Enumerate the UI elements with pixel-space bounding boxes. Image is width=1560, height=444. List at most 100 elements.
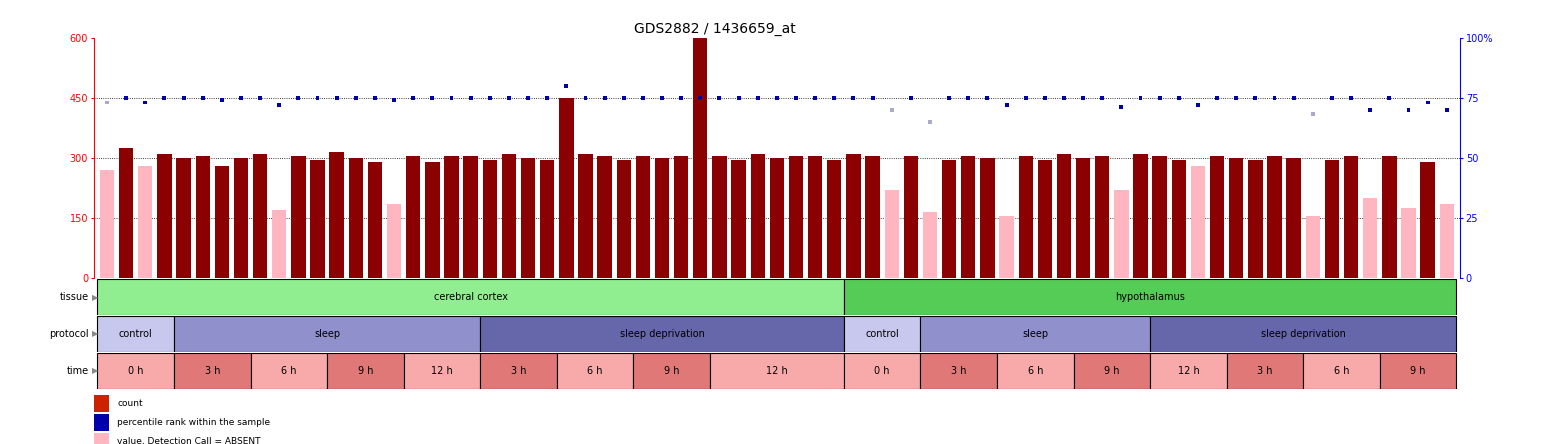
Point [95, 99, 120, 106]
Point [190, 94, 215, 101]
Point [324, 94, 349, 101]
Bar [329, 152, 343, 278]
Bar [1382, 156, 1396, 278]
Point [630, 94, 655, 101]
Point [151, 94, 176, 101]
Bar [310, 160, 324, 278]
Bar [558, 98, 574, 278]
Point [477, 94, 502, 101]
Bar [480, 353, 557, 388]
Point [343, 94, 368, 101]
Bar [1226, 353, 1303, 388]
Bar [480, 316, 844, 352]
Point [803, 94, 828, 101]
Bar [1134, 154, 1148, 278]
Bar [1172, 160, 1186, 278]
Point [994, 101, 1019, 108]
Bar [1211, 156, 1225, 278]
Bar [1076, 158, 1090, 278]
Bar [482, 160, 498, 278]
Point [1109, 104, 1134, 111]
Bar [961, 156, 975, 278]
Point [593, 94, 618, 101]
Bar [368, 162, 382, 278]
Bar [1379, 353, 1457, 388]
Text: protocol: protocol [50, 329, 89, 339]
Bar [1114, 190, 1128, 278]
Point [822, 94, 847, 101]
Bar [846, 154, 861, 278]
Bar [808, 156, 822, 278]
Bar [215, 166, 229, 278]
Point [1147, 94, 1172, 101]
Bar [1190, 166, 1206, 278]
Point [956, 94, 981, 101]
Bar [633, 353, 710, 388]
Point [535, 94, 560, 101]
Point [899, 94, 924, 101]
Point [725, 94, 750, 101]
Bar [404, 353, 480, 388]
Bar [1401, 208, 1415, 278]
Bar [292, 156, 306, 278]
Text: 3 h: 3 h [1257, 366, 1273, 376]
Text: 6 h: 6 h [1334, 366, 1349, 376]
Bar [844, 353, 920, 388]
Point [382, 96, 407, 103]
Text: control: control [866, 329, 899, 339]
Point [554, 82, 579, 89]
Point [172, 94, 197, 101]
Bar [97, 316, 175, 352]
Bar [616, 160, 630, 278]
Bar [579, 154, 593, 278]
Point [1320, 94, 1345, 101]
Point [401, 94, 426, 101]
Point [1051, 94, 1076, 101]
Text: count: count [117, 399, 142, 408]
Text: control: control [119, 329, 153, 339]
Point [880, 106, 905, 113]
Text: 6 h: 6 h [1028, 366, 1044, 376]
Bar [924, 212, 938, 278]
Point [459, 94, 484, 101]
Point [1301, 111, 1326, 118]
Point [841, 94, 866, 101]
Bar [1153, 156, 1167, 278]
Bar [1000, 216, 1014, 278]
Text: ▶: ▶ [92, 366, 98, 375]
Text: 9 h: 9 h [665, 366, 679, 376]
Text: 6 h: 6 h [587, 366, 602, 376]
Bar [885, 190, 899, 278]
Bar [521, 158, 535, 278]
Point [1033, 94, 1058, 101]
Bar [713, 156, 727, 278]
Point [1070, 94, 1095, 101]
Text: 12 h: 12 h [766, 366, 788, 376]
Bar [1421, 162, 1435, 278]
Bar [387, 203, 401, 278]
Text: tissue: tissue [59, 292, 89, 302]
Text: percentile rank within the sample: percentile rank within the sample [117, 418, 270, 427]
Point [746, 94, 771, 101]
Bar [426, 162, 440, 278]
Bar [1324, 160, 1338, 278]
Bar [1095, 156, 1109, 278]
Bar [597, 156, 612, 278]
Point [1012, 94, 1037, 101]
Bar [1019, 156, 1033, 278]
Bar [253, 154, 267, 278]
Bar [502, 154, 516, 278]
Bar [636, 156, 651, 278]
Point [1434, 106, 1459, 113]
Bar [710, 353, 844, 388]
Text: 9 h: 9 h [1104, 366, 1120, 376]
Text: 0 h: 0 h [128, 366, 144, 376]
Point [860, 94, 885, 101]
Point [783, 94, 808, 101]
Point [649, 94, 674, 101]
Point [975, 94, 1000, 101]
Bar [1306, 216, 1320, 278]
Bar [980, 158, 995, 278]
Point [707, 94, 732, 101]
Bar [139, 166, 153, 278]
